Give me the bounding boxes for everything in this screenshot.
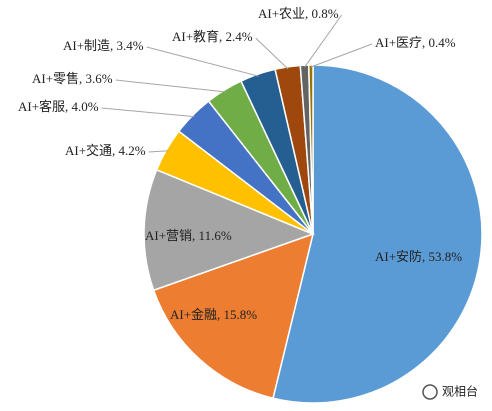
leader-line (115, 79, 226, 93)
watermark: 观相台 (422, 384, 478, 400)
pie-slice (272, 64, 483, 404)
data-label: AI+农业, 0.8% (258, 6, 339, 21)
data-label: AI+教育, 2.4% (172, 29, 253, 44)
pie-slice (307, 64, 314, 235)
leader-line (310, 43, 373, 68)
watermark-text: 观相台 (442, 384, 478, 399)
leader-line (101, 107, 195, 118)
data-label: AI+零售, 3.6% (32, 71, 113, 86)
data-label: AI+交通, 4.2% (65, 143, 146, 158)
data-label: AI+医疗, 0.4% (375, 35, 456, 50)
leader-line (255, 37, 289, 70)
data-label: AI+安防, 53.8% (375, 249, 462, 264)
watermark-icon (422, 384, 438, 400)
leader-line (304, 14, 343, 68)
pie-slice (143, 168, 316, 292)
data-label: AI+营销, 11.6% (145, 228, 232, 243)
leader-line (146, 46, 259, 77)
data-label: AI+金融, 15.8% (170, 307, 257, 322)
pie-slice (152, 232, 315, 400)
data-label: AI+客服, 4.0% (18, 99, 99, 114)
data-label: AI+制造, 3.4% (63, 38, 144, 53)
leader-line (148, 150, 169, 153)
